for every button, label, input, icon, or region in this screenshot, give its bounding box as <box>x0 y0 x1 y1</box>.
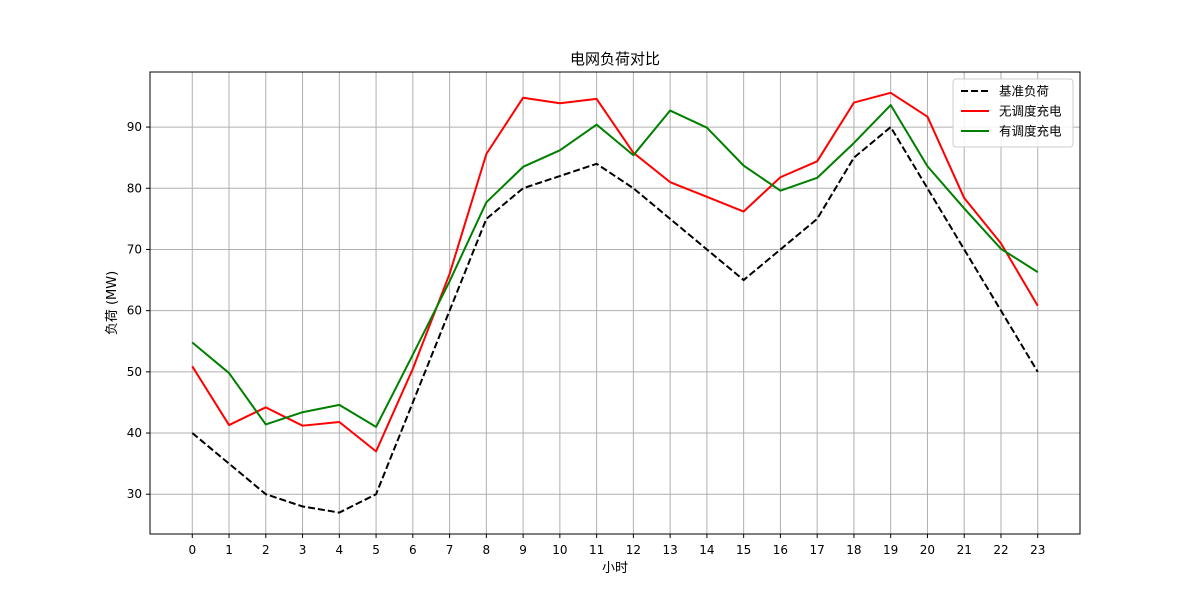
series-line-1 <box>191 91 1039 453</box>
x-tick-label: 0 <box>188 543 196 557</box>
series-line-2 <box>191 104 1039 428</box>
x-tick-label: 11 <box>589 543 604 557</box>
legend-label: 基准负荷 <box>999 84 1049 99</box>
chart-title: 电网负荷对比 <box>570 50 660 68</box>
x-tick-label: 1 <box>225 543 233 557</box>
x-tick-label: 14 <box>699 543 714 557</box>
x-tick-label: 17 <box>810 543 825 557</box>
x-tick-label: 7 <box>446 543 454 557</box>
y-tick-label: 70 <box>127 242 142 256</box>
series-line-0 <box>191 126 1039 514</box>
x-tick-label: 9 <box>519 543 527 557</box>
axis-ticks: 0 1 2 3 4 5 6 7 8 9 10 11 12 13 14 15 16 17 18 19 20 21 22 2330… <box>127 120 1046 557</box>
x-tick-label: 23 <box>1030 543 1045 557</box>
plot-frame <box>149 71 1081 535</box>
x-tick-label: 2 <box>262 543 270 557</box>
y-tick-label: 50 <box>127 365 142 379</box>
x-tick-label: 18 <box>846 543 861 557</box>
y-tick-label: 80 <box>127 181 142 195</box>
x-tick-label: 13 <box>662 543 677 557</box>
legend-label: 有调度充电 <box>999 124 1062 139</box>
x-tick-label: 22 <box>993 543 1008 557</box>
legend-label: 无调度充电 <box>999 104 1062 119</box>
x-tick-label: 20 <box>920 543 935 557</box>
x-tick-label: 15 <box>736 543 751 557</box>
x-tick-label: 12 <box>626 543 641 557</box>
x-tick-label: 3 <box>299 543 307 557</box>
x-tick-label: 4 <box>335 543 343 557</box>
x-tick-label: 21 <box>957 543 972 557</box>
x-tick-label: 8 <box>483 543 491 557</box>
grid-lines <box>150 72 1080 534</box>
y-tick-label: 90 <box>127 120 142 134</box>
y-tick-label: 60 <box>127 304 142 318</box>
y-tick-label: 30 <box>127 487 142 501</box>
x-tick-label: 16 <box>773 543 788 557</box>
x-tick-label: 19 <box>883 543 898 557</box>
x-tick-label: 6 <box>409 543 417 557</box>
x-tick-label: 5 <box>372 543 380 557</box>
x-tick-label: 10 <box>552 543 567 557</box>
y-tick-label: 40 <box>127 426 142 440</box>
x-axis-label: 小时 <box>602 561 628 576</box>
y-axis-label: 负荷 (MW) <box>105 271 120 335</box>
series-lines <box>191 91 1039 514</box>
